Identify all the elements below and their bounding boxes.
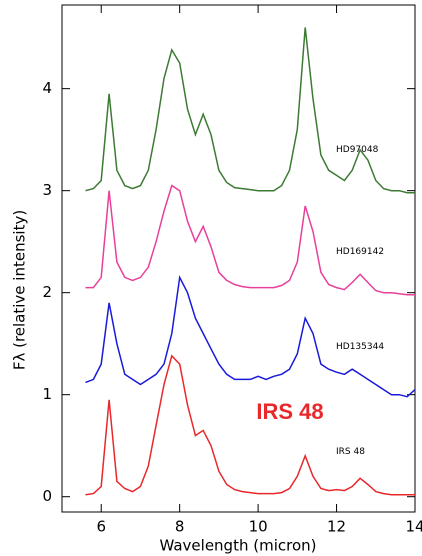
spectrum-line	[85, 354, 415, 496]
y-tick-label: 1	[42, 385, 52, 403]
series-label: HD135344	[336, 342, 384, 352]
x-tick-label: 6	[96, 518, 106, 536]
x-axis-label: Wavelength (micron)	[159, 537, 316, 555]
x-tick-label: 14	[405, 518, 422, 536]
y-tick-label: 3	[42, 181, 52, 199]
series-label: IRS 48	[336, 447, 365, 457]
annotation: IRS 48	[256, 399, 323, 424]
spectrum-line	[85, 184, 415, 296]
y-tick-label: 4	[42, 79, 52, 97]
series-label: HD97048	[336, 145, 379, 155]
spectrum-line	[85, 274, 416, 398]
y-tick-label: 0	[42, 487, 52, 505]
x-tick-label: 8	[175, 518, 185, 536]
series-label: HD169142	[336, 247, 384, 257]
spectrum-line	[85, 27, 415, 194]
plot-frame	[61, 4, 416, 513]
x-tick-label: 12	[327, 518, 346, 536]
y-axis-label: Fλ (relative intensity)	[11, 210, 29, 370]
x-tick-label: 10	[249, 518, 268, 536]
y-tick-label: 2	[42, 283, 52, 301]
